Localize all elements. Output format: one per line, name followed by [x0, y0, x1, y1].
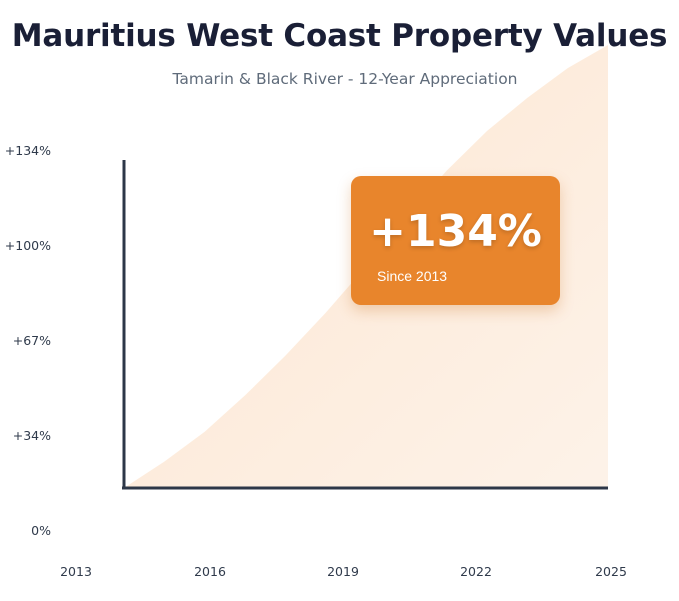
chart-subtitle: Tamarin & Black River - 12-Year Apprecia… [172, 70, 518, 88]
x-tick-label: 2022 [460, 564, 492, 579]
y-tick-label: +67% [12, 333, 51, 348]
callout-value: +134% [369, 206, 542, 257]
x-tick-label: 2019 [327, 564, 359, 579]
y-tick-label: +100% [4, 238, 51, 253]
y-tick-label: 0% [31, 523, 51, 538]
x-tick-label: 2016 [194, 564, 226, 579]
y-tick-label: +134% [4, 143, 51, 158]
callout-label: Since 2013 [377, 268, 448, 284]
chart-title: Mauritius West Coast Property Values [11, 18, 668, 54]
x-tick-label: 2013 [60, 564, 92, 579]
y-tick-label: +34% [12, 428, 51, 443]
growth-callout: +134% Since 2013 [351, 176, 560, 305]
x-tick-label: 2025 [595, 564, 627, 579]
